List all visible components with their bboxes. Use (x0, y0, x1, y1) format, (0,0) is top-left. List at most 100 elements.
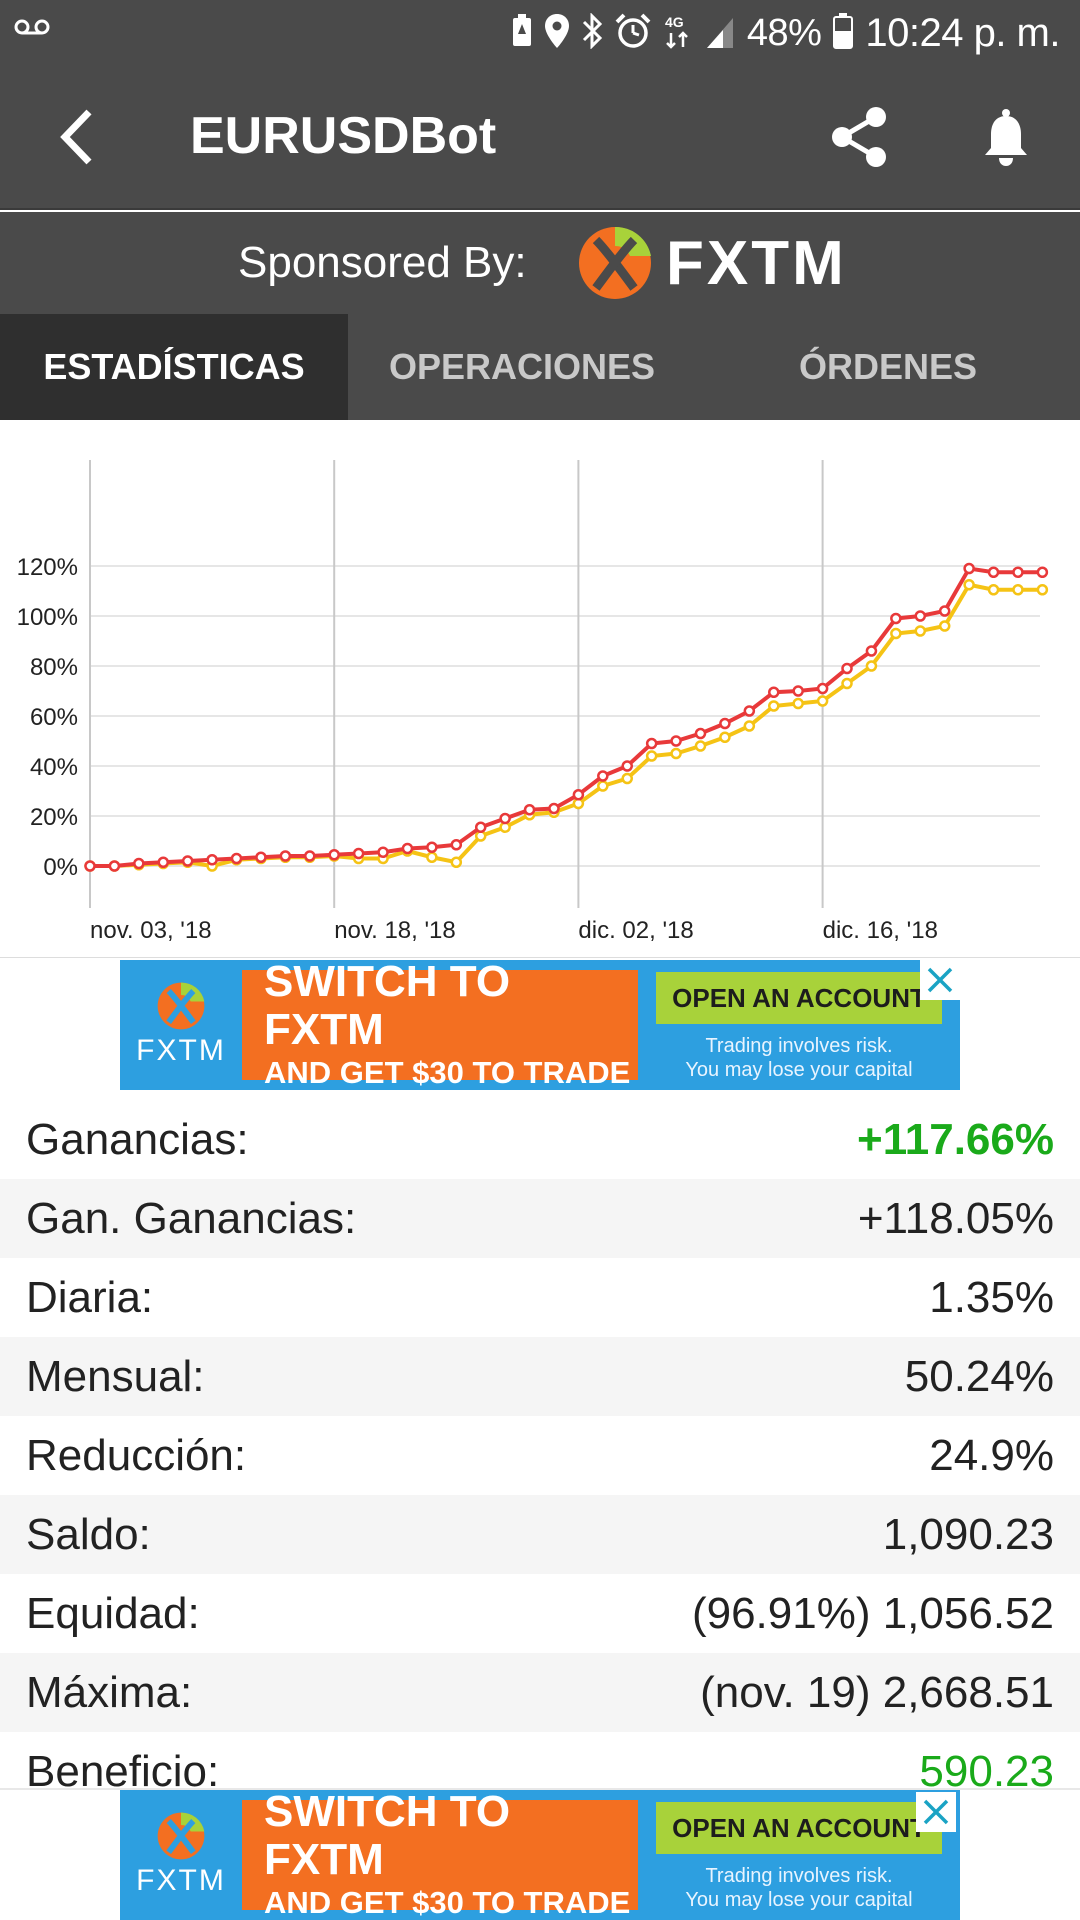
stat-row-equidad: Equidad: (96.91%) 1,056.52 (0, 1574, 1080, 1653)
back-button[interactable] (48, 104, 104, 170)
bottom-ad-banner[interactable]: FXTM SWITCH TO FXTM AND GET $30 TO TRADE… (120, 1790, 960, 1920)
y-tick-label: 20% (30, 804, 78, 831)
fxtm-logo-icon (157, 982, 205, 1030)
data-point (304, 850, 316, 862)
data-point (743, 720, 756, 732)
stat-row-diaria: Diaria: 1.35% (0, 1258, 1080, 1337)
data-point (645, 737, 658, 750)
stat-row-gan-ganancias: Gan. Ganancias: +118.05% (0, 1179, 1080, 1258)
data-point (841, 677, 853, 690)
stat-row-reduccion: Reducción: 24.9% (0, 1416, 1080, 1495)
close-icon (923, 1799, 949, 1825)
data-point (426, 851, 438, 863)
data-point (841, 662, 853, 675)
stat-row-beneficio: Beneficio: 590.23 (0, 1732, 1080, 1811)
growth-chart-svg: 120% 100% 80% 60% 40% 20% 0% nov. 03, '18 nov. 1… (17, 460, 1049, 944)
ad-close-button[interactable] (920, 960, 960, 1000)
battery-saver-icon (511, 13, 533, 53)
data-point (84, 860, 96, 872)
voicemail-icon (14, 16, 50, 43)
tab-estadisticas[interactable]: ESTADÍSTICAS (0, 314, 348, 420)
x-tick-label: dic. 16, '18 (823, 917, 938, 944)
close-icon (927, 967, 953, 993)
stat-value: (96.91%) 1,056.52 (691, 1588, 1054, 1638)
ad-risk-line-2: You may lose your capital (685, 1059, 913, 1081)
ad-headline: SWITCH TO FXTM AND GET $30 TO TRADE (242, 1790, 638, 1920)
growth-chart[interactable]: 120% 100% 80% 60% 40% 20% 0% nov. 03, '18 nov. 1… (0, 420, 1080, 958)
data-point (670, 747, 682, 760)
signal-icon (705, 14, 735, 53)
data-point (816, 682, 829, 695)
data-point (450, 856, 463, 868)
data-point (865, 645, 878, 657)
ad-open-account-button[interactable]: OPEN AN ACCOUNT (656, 1802, 942, 1854)
data-point (279, 850, 292, 862)
ad-close-button[interactable] (916, 1792, 956, 1832)
stat-label: Mensual: (26, 1351, 205, 1401)
data-point (133, 857, 145, 870)
tab-operaciones[interactable]: OPERACIONES (388, 346, 656, 387)
data-point (719, 717, 731, 730)
data-point (597, 780, 609, 792)
stat-label: Saldo: (26, 1509, 151, 1559)
data-point (914, 610, 927, 622)
data-point (621, 772, 633, 785)
data-point (474, 821, 487, 833)
data-point (352, 847, 365, 860)
share-icon (832, 107, 886, 167)
data-point (157, 856, 170, 868)
data-point (914, 625, 927, 637)
page-title: EURUSDBot (190, 107, 497, 165)
ad-logo: FXTM (120, 960, 242, 1090)
x-tick-label: nov. 18, '18 (334, 917, 456, 944)
data-point (694, 727, 707, 740)
data-point (1036, 584, 1049, 596)
sponsor-bar: Sponsored By: FXTM (0, 212, 1080, 314)
network-4g-icon: 4G (663, 13, 693, 54)
data-point (450, 839, 463, 851)
data-point (987, 584, 1000, 596)
stat-value: +118.05% (857, 1193, 1054, 1243)
stat-label: Beneficio: (26, 1746, 220, 1796)
data-point (719, 731, 731, 743)
stat-row-mensual: Mensual: 50.24% (0, 1337, 1080, 1416)
ad-headline-2: AND GET $30 TO TRADE (264, 1885, 631, 1920)
tab-ordenes[interactable]: ÓRDENES (798, 346, 978, 387)
share-button[interactable] (826, 102, 892, 172)
battery-icon (833, 12, 854, 54)
stat-value: 24.9% (929, 1430, 1054, 1480)
fxtm-logo-icon (579, 226, 651, 299)
data-point (1012, 584, 1024, 596)
svg-text:4G: 4G (665, 14, 684, 30)
data-point (694, 740, 707, 752)
y-tick-label: 100% (17, 604, 78, 631)
data-point (621, 760, 633, 772)
ad-risk-warning: Trading involves risk. You may lose your… (656, 1864, 942, 1912)
ad-risk-warning: Trading involves risk. You may lose your… (656, 1034, 942, 1082)
data-point (792, 697, 804, 710)
ad-banner[interactable]: FXTM SWITCH TO FXTM AND GET $30 TO TRADE… (120, 960, 960, 1090)
data-point (597, 770, 609, 782)
ad-open-account-button[interactable]: OPEN AN ACCOUNT (656, 972, 942, 1024)
stat-label: Reducción: (26, 1430, 247, 1480)
data-point (963, 562, 975, 575)
data-point (987, 566, 1000, 578)
ad-logo: FXTM (120, 1790, 242, 1920)
data-point (963, 579, 975, 591)
data-point (499, 812, 511, 825)
data-point (523, 804, 536, 816)
data-point (768, 686, 780, 698)
ad-risk-line-1: Trading involves risk. (705, 1865, 893, 1887)
fxtm-logo-text: FXTM (666, 228, 847, 298)
stat-label: Máxima: (26, 1667, 193, 1717)
status-bar: 4G 48% 10:24 p. m. (0, 0, 1080, 66)
series-line-yellow (90, 582, 1043, 869)
fxtm-logo[interactable]: FXTM (578, 226, 847, 300)
ad-headline: SWITCH TO FXTM AND GET $30 TO TRADE (242, 960, 638, 1090)
stat-label: Gan. Ganancias: (26, 1193, 357, 1243)
ad-brand: FXTM (136, 1034, 226, 1067)
notifications-button[interactable] (976, 102, 1036, 172)
bluetooth-icon (581, 11, 603, 54)
stat-label: Diaria: (26, 1272, 154, 1322)
data-point (865, 660, 878, 672)
